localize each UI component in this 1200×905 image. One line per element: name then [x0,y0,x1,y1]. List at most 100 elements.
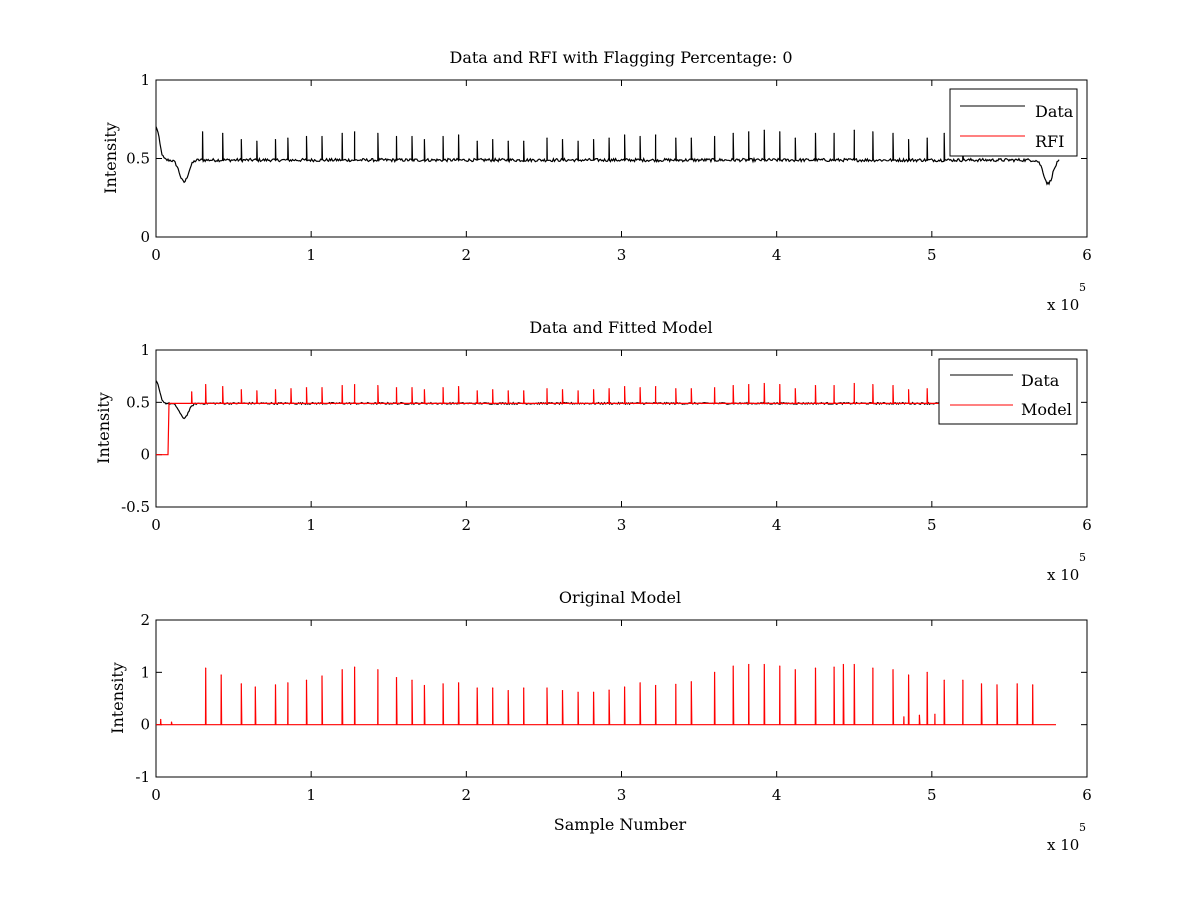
spike-point [592,389,595,391]
spike-point [240,389,242,391]
x-tick-label: 0 [151,516,161,534]
spike-point [341,132,343,134]
spike-point [321,135,323,138]
spike-point [779,383,781,386]
x-tick-label: 1 [306,516,316,534]
spike-point [287,137,289,139]
x-tick-label: 6 [1082,516,1092,534]
spike-point [395,387,398,389]
spike-point [624,386,626,388]
spike-point [853,129,855,131]
subplot-fitted-model: Data and Fitted Model Intensity x 10 5 0… [94,318,1092,584]
spike-point [256,140,258,142]
spike-point [442,135,444,138]
spike-point [457,682,460,684]
spike-point [732,665,734,667]
spike-point [546,388,548,390]
spike-point [639,135,641,138]
x-tick-label: 0 [151,246,161,264]
spike-point [608,689,610,691]
spike-point [624,134,626,136]
spike-point [926,388,928,390]
spike-point [577,390,579,392]
series-line-model [156,383,1060,456]
spike-point [561,690,564,692]
spike-point [492,139,494,141]
spike-point [220,674,222,676]
y-tick-label: 0 [140,228,150,246]
spike-point [256,390,258,392]
y-tick-label: 1 [140,71,150,89]
spike-point [577,691,579,693]
spike-point [833,384,835,387]
x-tick-label: 4 [772,246,782,264]
spike-point [814,667,817,669]
spike-point [287,682,289,684]
spike-point [892,384,894,387]
plot-area: 0 1 2 3 4 5 6 0 0.5 1 [126,71,1092,264]
spike-point [639,682,641,684]
spike-point [411,679,413,681]
spike-point [321,675,323,677]
spike-point [457,134,460,136]
spike-point [833,666,835,668]
axes-box [155,349,1088,508]
spike-point [655,386,657,388]
spike-point [763,382,765,385]
x-tick-label: 5 [927,516,937,534]
spike-point [624,686,626,688]
spike-point [492,389,494,391]
spike-point [476,687,478,689]
y-tick-label: 0.5 [126,393,150,411]
subplot-title: Original Model [559,588,681,607]
spike-point [240,139,242,141]
spike-point [341,384,343,387]
axes-box [155,79,1088,238]
spike-point [907,674,910,676]
spike-point [507,390,509,392]
x-exponent-base: x 10 [1047,566,1079,584]
y-tick-label: 0.5 [126,150,150,168]
spike-point [507,140,509,142]
x-tick-label: 0 [151,786,161,804]
spike-point [1032,684,1034,686]
spike-point [943,679,945,681]
spike-point [523,140,525,142]
spike-point [354,131,356,133]
spike-point [996,684,998,686]
spike-point [354,666,356,668]
spike-point [763,129,765,131]
spike-point [918,714,921,716]
spike-point [546,687,548,689]
x-tick-label: 4 [772,786,782,804]
spike-point [639,387,641,389]
x-exponent-base: x 10 [1047,836,1079,854]
y-tick-label: 2 [140,611,150,629]
spike-point [411,135,413,138]
spike-point [201,131,204,133]
spike-point [205,383,207,386]
spike-point [305,387,308,389]
spike-point [321,387,323,389]
subplot-title: Data and RFI with Flagging Percentage: 0 [449,48,792,67]
y-tick-label: -1 [135,768,150,786]
y-tick-label: 1 [140,341,150,359]
y-axis-label: Intensity [108,662,127,734]
x-exponent-power: 5 [1079,281,1086,294]
x-tick-label: 2 [462,516,472,534]
spike-point [779,131,781,133]
spike-point [395,135,398,138]
legend: Data Model [938,358,1078,425]
spike-point [655,684,657,687]
x-tick-label: 2 [462,786,472,804]
spike-point [507,690,509,692]
x-tick-label: 3 [617,786,627,804]
spike-point [377,669,379,671]
spike-point [395,676,398,679]
series-line-model [156,664,1056,726]
y-tick-label: -0.5 [121,498,150,516]
spike-point [1016,683,1018,685]
spike-point [523,687,525,689]
